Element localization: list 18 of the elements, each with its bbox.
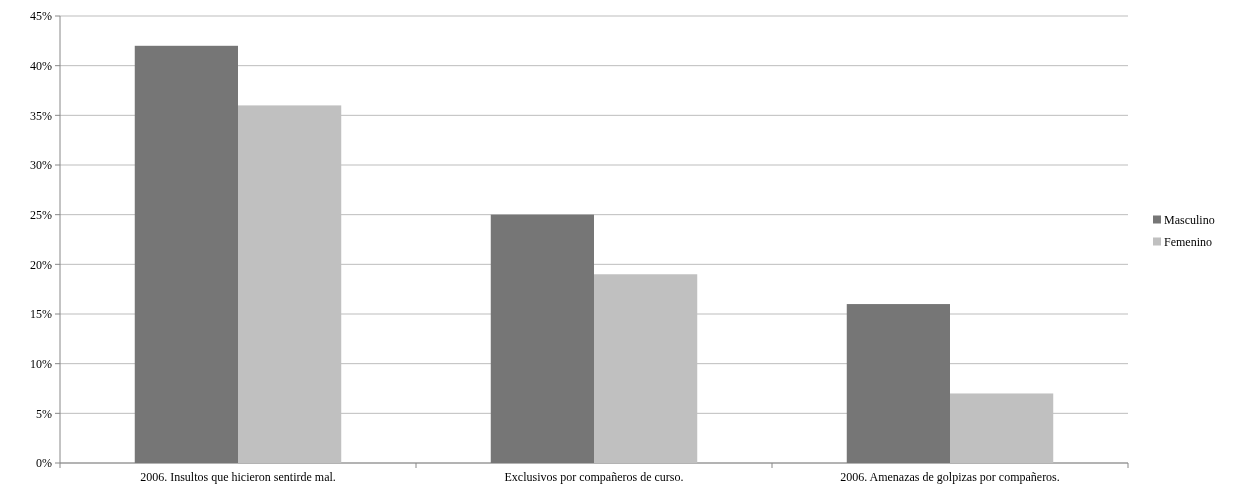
y-tick-label: 30% (30, 158, 52, 173)
bar (490, 214, 594, 463)
legend-label: Femenino (1164, 234, 1212, 249)
y-tick-label: 10% (30, 356, 52, 371)
y-tick-label: 25% (30, 207, 52, 222)
bar (134, 45, 238, 463)
y-tick-label: 45% (30, 9, 52, 24)
y-tick-label: 15% (30, 307, 52, 322)
x-tick-label: 2006. Insultos que hicieron sentirde mal. (140, 470, 336, 484)
y-tick-label: 5% (36, 406, 52, 421)
x-tick-label: Exclusivos por compañeros de curso. (504, 470, 684, 484)
bar (846, 304, 950, 463)
y-tick-label: 35% (30, 108, 52, 123)
legend-label: Masculino (1164, 212, 1215, 227)
x-tick-label: 2006. Amenazas de golpizas por compañeros. (840, 470, 1060, 484)
y-tick-label: 0% (36, 456, 52, 471)
y-tick-label: 40% (30, 58, 52, 73)
y-tick-label: 20% (30, 257, 52, 272)
